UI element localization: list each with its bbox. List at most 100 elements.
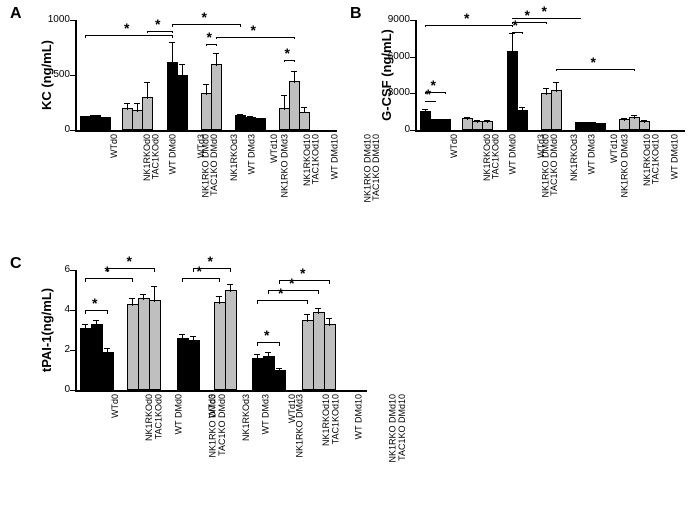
- sig-bracket-drop: [132, 278, 133, 282]
- error-bar: [172, 42, 173, 64]
- sig-bracket-drop: [85, 278, 86, 282]
- error-bar: [132, 298, 133, 306]
- xlabel: WT DMd10: [329, 134, 339, 179]
- error-cap: [93, 320, 99, 321]
- plot-B: *******: [415, 20, 685, 132]
- xlabel: WTd3: [196, 134, 206, 158]
- error-cap: [227, 284, 233, 285]
- error-cap: [169, 42, 175, 43]
- sig-star: *: [591, 57, 596, 67]
- xlabel: WT DMd3: [586, 134, 596, 174]
- panel-label-B: B: [350, 5, 362, 23]
- error-cap: [129, 298, 135, 299]
- error-cap: [442, 120, 448, 121]
- xlabel: WTd10: [269, 134, 279, 163]
- xlabel: TAC1KO DMd0: [209, 134, 219, 196]
- error-cap: [124, 103, 130, 104]
- sig-star: *: [251, 25, 256, 35]
- error-cap: [151, 286, 157, 287]
- panel-C: C*********tPAI-1(ng/mL)0246WTd0NK1RKOd0T…: [10, 255, 370, 480]
- error-bar: [154, 286, 155, 302]
- xlabel: NK1RKO DMd3: [280, 134, 290, 198]
- xlabel: WTd3: [207, 394, 217, 418]
- sig-bracket-drop: [147, 31, 148, 33]
- xlabel: TAC1KO DMd10: [397, 394, 407, 461]
- ytick: 4: [40, 305, 70, 315]
- sig-bracket-drop: [230, 268, 231, 272]
- error-bar: [147, 82, 148, 100]
- error-cap: [203, 84, 209, 85]
- sig-bracket-drop: [329, 280, 330, 284]
- xlabel: TAC1KO DMd0: [217, 394, 227, 456]
- xlabel: WTd3: [536, 134, 546, 158]
- error-bar: [216, 53, 217, 66]
- error-cap: [257, 118, 263, 119]
- xlabel: WTd10: [287, 394, 297, 423]
- error-bar: [182, 64, 183, 77]
- sig-bracket-drop: [268, 290, 269, 294]
- error-bar: [512, 33, 513, 53]
- error-cap: [213, 53, 219, 54]
- error-cap: [631, 115, 637, 116]
- error-cap: [104, 348, 110, 349]
- sig-star: *: [525, 10, 530, 20]
- sig-bracket-drop: [257, 300, 258, 304]
- sig-star: *: [155, 19, 160, 29]
- xlabel: WT DMd0: [507, 134, 517, 174]
- error-cap: [82, 116, 88, 117]
- xlabel: WTd0: [110, 394, 120, 418]
- error-bar: [206, 84, 207, 95]
- xlabel: WT DMd10: [353, 394, 363, 439]
- bar: [100, 117, 111, 130]
- sig-star: *: [207, 32, 212, 42]
- plot-A: ******: [75, 20, 337, 132]
- sig-star: *: [264, 330, 269, 340]
- bar: [188, 340, 200, 390]
- bar: [440, 119, 451, 130]
- bar: [255, 118, 266, 130]
- error-cap: [326, 318, 332, 319]
- sig-bracket-drop: [294, 37, 295, 39]
- bar: [177, 75, 188, 130]
- xlabel: TAC1KOd0: [490, 134, 500, 179]
- ytick-line: [70, 130, 75, 131]
- bar: [225, 290, 237, 390]
- xlabel: WT DMd0: [173, 394, 183, 434]
- error-cap: [265, 352, 271, 353]
- ytick: 9000: [380, 15, 410, 25]
- error-cap: [82, 324, 88, 325]
- ytick: 2: [40, 345, 70, 355]
- xlabel: WTd0: [449, 134, 459, 158]
- error-cap: [641, 120, 647, 121]
- ytick: 1000: [40, 15, 70, 25]
- ytick-line: [410, 57, 415, 58]
- xlabel: WT DMd0: [167, 134, 177, 174]
- xlabel: WT DMd10: [669, 134, 679, 179]
- ytick: 0: [40, 385, 70, 395]
- sig-bracket-drop: [307, 300, 308, 304]
- error-cap: [621, 118, 627, 119]
- error-cap: [92, 115, 98, 116]
- ytick: 500: [40, 70, 70, 80]
- bar: [324, 324, 336, 390]
- ytick-line: [70, 270, 75, 271]
- sig-star: *: [464, 13, 469, 23]
- xlabel: WTd10: [609, 134, 619, 163]
- sig-bracket-drop: [294, 60, 295, 62]
- error-cap: [291, 71, 297, 72]
- xlabel: TAC1KOd0: [150, 134, 160, 179]
- bar: [517, 110, 528, 130]
- sig-bracket-drop: [445, 92, 446, 94]
- sig-bracket-drop: [435, 101, 436, 103]
- xlabel: NK1RKOd3: [229, 134, 239, 181]
- sig-bracket-drop: [522, 32, 523, 34]
- sig-bracket-drop: [240, 24, 241, 26]
- ytick-line: [70, 310, 75, 311]
- bar: [299, 112, 310, 131]
- error-cap: [102, 117, 108, 118]
- xlabel: TAC1KOd0: [153, 394, 163, 439]
- error-cap: [179, 334, 185, 335]
- sig-bracket-drop: [279, 342, 280, 346]
- ytick: 6000: [380, 52, 410, 62]
- sig-bracket-drop: [107, 310, 108, 314]
